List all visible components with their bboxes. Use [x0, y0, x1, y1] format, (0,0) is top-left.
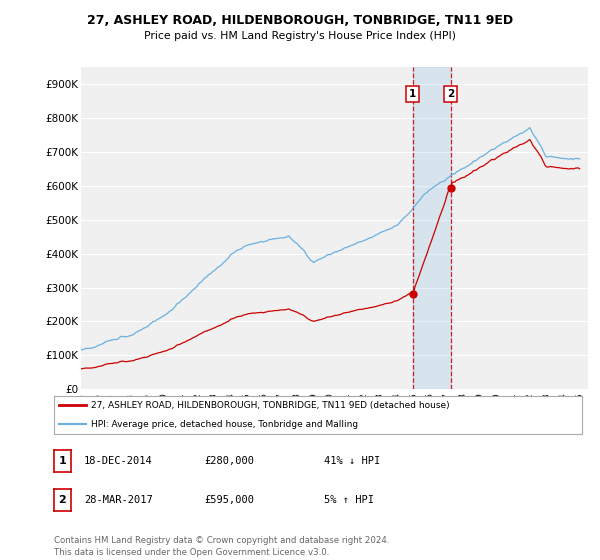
Text: 18-DEC-2014: 18-DEC-2014: [84, 456, 153, 466]
Text: 27, ASHLEY ROAD, HILDENBOROUGH, TONBRIDGE, TN11 9ED (detached house): 27, ASHLEY ROAD, HILDENBOROUGH, TONBRIDG…: [91, 401, 449, 410]
Text: 28-MAR-2017: 28-MAR-2017: [84, 495, 153, 505]
Text: Price paid vs. HM Land Registry's House Price Index (HPI): Price paid vs. HM Land Registry's House …: [144, 31, 456, 41]
Text: £280,000: £280,000: [204, 456, 254, 466]
Text: 41% ↓ HPI: 41% ↓ HPI: [324, 456, 380, 466]
Bar: [413, 67, 451, 389]
Text: Contains HM Land Registry data © Crown copyright and database right 2024.
This d: Contains HM Land Registry data © Crown c…: [54, 536, 389, 557]
Text: HPI: Average price, detached house, Tonbridge and Malling: HPI: Average price, detached house, Tonb…: [91, 420, 358, 429]
Text: 2: 2: [59, 495, 66, 505]
Text: 1: 1: [59, 456, 66, 466]
Text: 1: 1: [409, 89, 416, 99]
Text: 5% ↑ HPI: 5% ↑ HPI: [324, 495, 374, 505]
Text: £595,000: £595,000: [204, 495, 254, 505]
Text: 27, ASHLEY ROAD, HILDENBOROUGH, TONBRIDGE, TN11 9ED: 27, ASHLEY ROAD, HILDENBOROUGH, TONBRIDG…: [87, 14, 513, 27]
Text: 2: 2: [447, 89, 454, 99]
